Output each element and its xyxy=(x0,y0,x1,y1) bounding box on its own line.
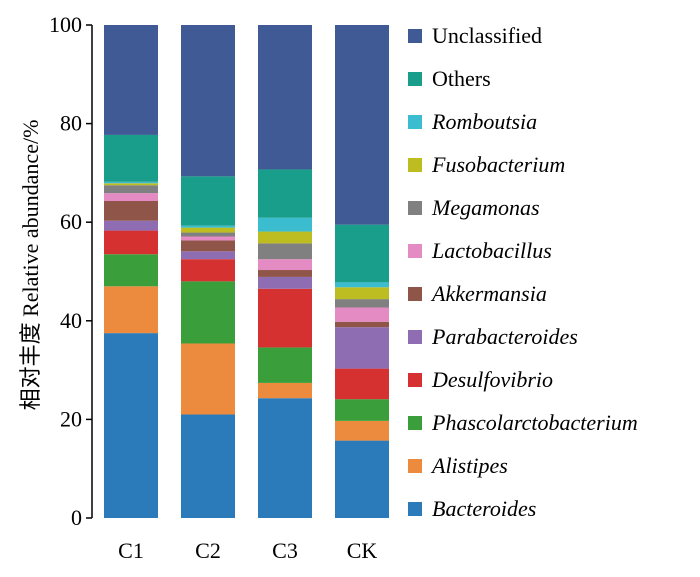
y-tick-label: 60 xyxy=(60,209,82,234)
legend-swatch xyxy=(408,115,422,129)
y-tick-label: 100 xyxy=(49,12,82,37)
legend-label: Fusobacterium xyxy=(431,152,565,177)
bar-segment-c1-fusobacterium xyxy=(104,183,158,186)
bar-segment-c2-parabacteroides xyxy=(181,251,235,260)
bar-segment-c3-bacteroides xyxy=(258,398,312,518)
bar-segment-ck-romboutsia xyxy=(335,282,389,288)
legend-swatch xyxy=(408,502,422,516)
legend-label: Unclassified xyxy=(432,23,542,48)
legend-swatch xyxy=(408,158,422,172)
bar-segment-c1-unclassified xyxy=(104,25,158,135)
legend-swatch xyxy=(408,29,422,43)
legend-label: Akkermansia xyxy=(430,281,547,306)
bar-segment-c2-alistipes xyxy=(181,343,235,415)
legend-label: Alistipes xyxy=(430,453,508,478)
legend-label: Megamonas xyxy=(431,195,540,220)
bar-segment-c3-phascolarctobacterium xyxy=(258,347,312,383)
bar-segment-c3-lactobacillus xyxy=(258,259,312,271)
legend-label: Romboutsia xyxy=(431,109,537,134)
bar-segment-c3-alistipes xyxy=(258,382,312,399)
bar-segment-ck-fusobacterium xyxy=(335,287,389,300)
x-tick-label: C2 xyxy=(195,538,221,563)
bar-segment-c3-others xyxy=(258,169,312,218)
legend-label: Desulfovibrio xyxy=(431,367,553,392)
bar-segment-c2-bacteroides xyxy=(181,414,235,518)
bar-segment-c3-parabacteroides xyxy=(258,276,312,289)
bar-segment-c1-romboutsia xyxy=(104,181,158,184)
bar-segment-c2-desulfovibrio xyxy=(181,259,235,282)
legend-swatch xyxy=(408,330,422,344)
legend-label: Lactobacillus xyxy=(431,238,552,263)
bar-segment-ck-lactobacillus xyxy=(335,307,389,322)
y-tick-label: 0 xyxy=(71,505,82,530)
bar-segment-ck-others xyxy=(335,224,389,283)
y-tick-label: 80 xyxy=(60,111,82,136)
legend-swatch xyxy=(408,416,422,430)
bar-segment-c1-lactobacillus xyxy=(104,193,158,202)
bars xyxy=(104,25,389,518)
legend-label: Others xyxy=(432,66,491,91)
legend-swatch xyxy=(408,72,422,86)
bar-segment-c3-desulfovibrio xyxy=(258,288,312,348)
legend: Unclassified Others Romboutsia Fusobacteriu… xyxy=(408,23,638,521)
legend-swatch xyxy=(408,201,422,215)
bar-segment-c3-megamonas xyxy=(258,243,312,260)
y-tick-label: 20 xyxy=(60,406,82,431)
bar-segment-c2-megamonas xyxy=(181,232,235,237)
bar-segment-ck-parabacteroides xyxy=(335,327,389,369)
bar-segment-c3-akkermansia xyxy=(258,270,312,277)
bar-segment-c2-lactobacillus xyxy=(181,236,235,241)
y-axis: 0 20 40 60 80 100 xyxy=(49,12,93,530)
bar-segment-ck-megamonas xyxy=(335,299,389,308)
legend-label: Parabacteroides xyxy=(431,324,578,349)
bar-segment-ck-akkermansia xyxy=(335,321,389,328)
bar-segment-c1-parabacteroides xyxy=(104,220,158,231)
legend-label: Phascolarctobacterium xyxy=(431,410,638,435)
x-tick-label: CK xyxy=(347,538,378,563)
legend-swatch xyxy=(408,459,422,473)
bar-segment-c2-romboutsia xyxy=(181,225,235,228)
bar-segment-c2-unclassified xyxy=(181,25,235,177)
bar-segment-c2-others xyxy=(181,176,235,226)
bar-segment-c3-unclassified xyxy=(258,25,312,170)
legend-swatch xyxy=(408,287,422,301)
bar-segment-c1-bacteroides xyxy=(104,333,158,518)
bar-segment-c3-romboutsia xyxy=(258,217,312,232)
bar-segment-ck-bacteroides xyxy=(335,440,389,518)
legend-swatch xyxy=(408,373,422,387)
legend-swatch xyxy=(408,244,422,258)
bar-segment-ck-unclassified xyxy=(335,25,389,225)
x-axis-tick-labels: C1 C2 C3 CK xyxy=(118,538,377,563)
x-tick-label: C1 xyxy=(118,538,144,563)
y-axis-label: 相对丰度 Relative abundance/% xyxy=(18,120,43,411)
bar-segment-c1-phascolarctobacterium xyxy=(104,254,158,287)
bar-segment-c1-others xyxy=(104,134,158,182)
y-axis-label-group: 相对丰度 Relative abundance/% xyxy=(18,120,43,411)
bar-segment-c2-phascolarctobacterium xyxy=(181,281,235,344)
legend-label: Bacteroides xyxy=(432,496,536,521)
x-tick-label: C3 xyxy=(272,538,298,563)
bar-segment-c2-fusobacterium xyxy=(181,227,235,233)
bar-segment-c1-megamonas xyxy=(104,185,158,194)
bar-segment-c2-akkermansia xyxy=(181,240,235,252)
bar-segment-c1-desulfovibrio xyxy=(104,230,158,255)
bar-segment-c3-fusobacterium xyxy=(258,231,312,244)
bar-segment-ck-phascolarctobacterium xyxy=(335,399,389,421)
bar-segment-ck-desulfovibrio xyxy=(335,368,389,400)
bar-segment-c1-akkermansia xyxy=(104,201,158,221)
bar-segment-c1-alistipes xyxy=(104,286,158,334)
bar-segment-ck-alistipes xyxy=(335,420,389,441)
y-tick-label: 40 xyxy=(60,308,82,333)
